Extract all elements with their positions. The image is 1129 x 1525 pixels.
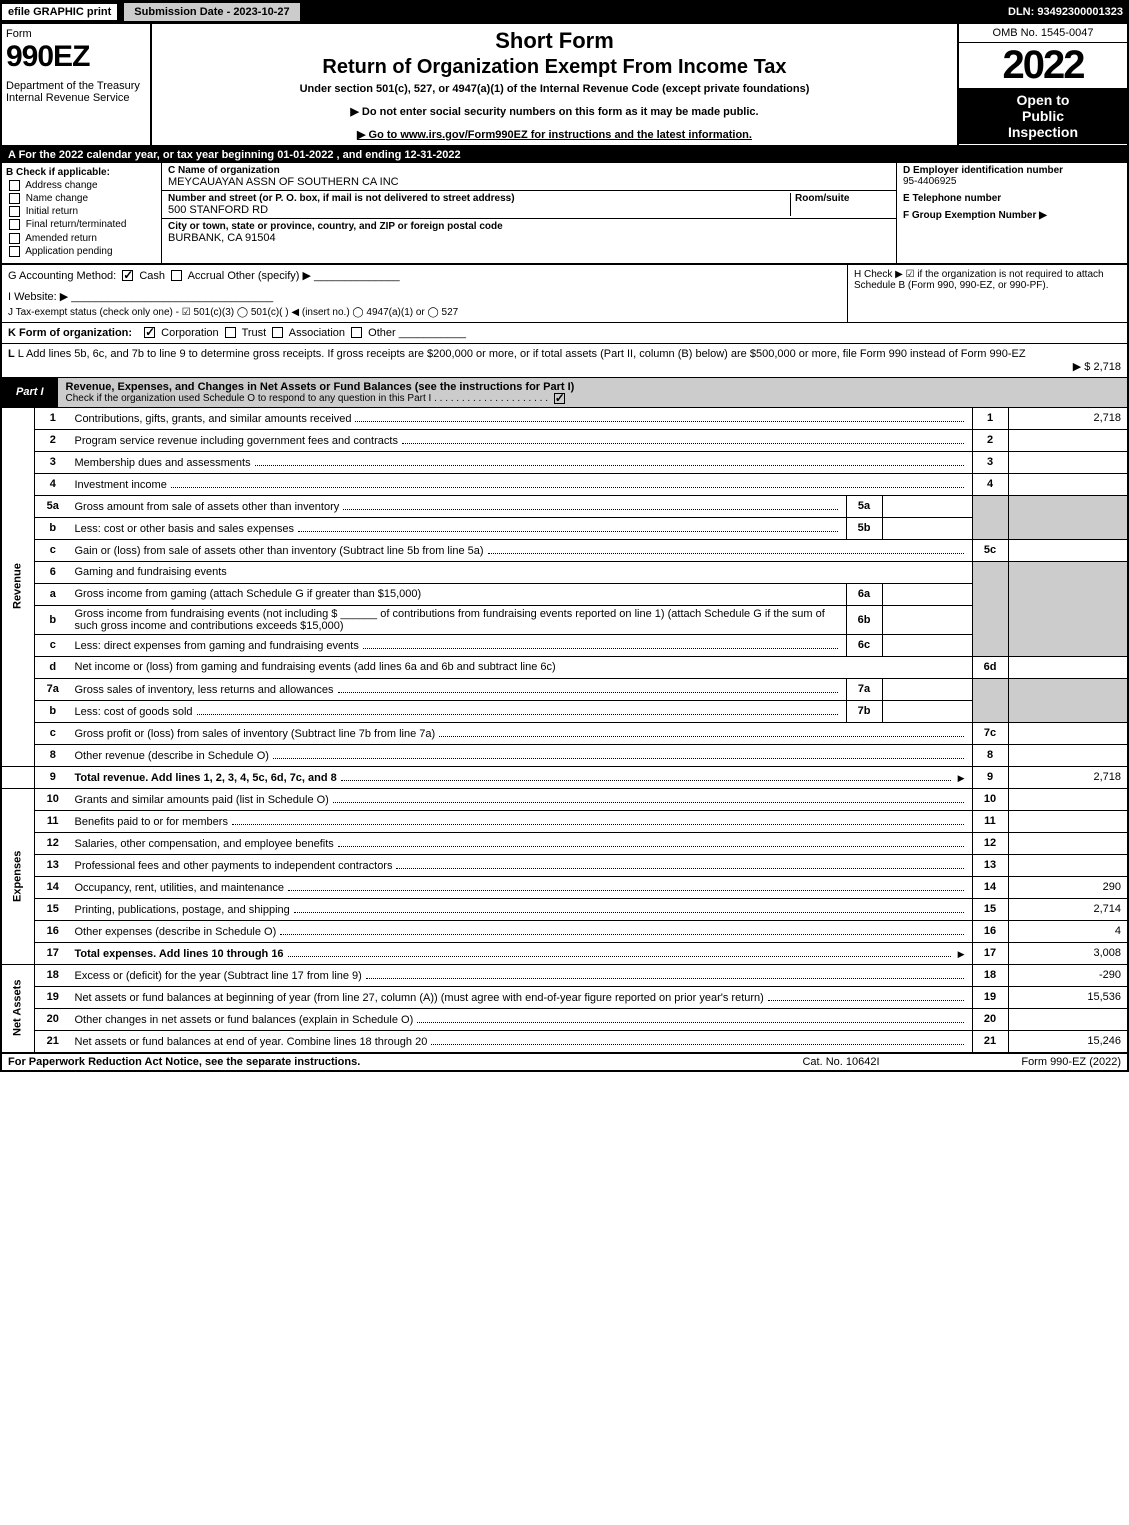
chk-name-change[interactable]: Name change — [6, 193, 157, 204]
val-19: 15,536 — [1008, 986, 1128, 1008]
org-name: MEYCAUAYAN ASSN OF SOUTHERN CA INC — [168, 176, 890, 188]
val-4 — [1008, 473, 1128, 495]
room-label: Room/suite — [795, 193, 890, 204]
chk-other[interactable] — [351, 327, 362, 338]
subtitle: Under section 501(c), 527, or 4947(a)(1)… — [160, 83, 949, 95]
g-label: G Accounting Method: — [8, 270, 116, 282]
title-return: Return of Organization Exempt From Incom… — [160, 56, 949, 79]
footer-form: Form 990-EZ (2022) — [941, 1056, 1121, 1068]
val-15: 2,714 — [1008, 898, 1128, 920]
chk-accrual[interactable] — [171, 270, 182, 281]
department-label: Department of the Treasury Internal Reve… — [6, 80, 146, 104]
header-mid: Short Form Return of Organization Exempt… — [152, 24, 957, 145]
city-label: City or town, state or province, country… — [168, 221, 890, 232]
ein-value: 95-4406925 — [903, 176, 1121, 187]
part1-label: Part I — [2, 383, 58, 401]
chk-schedule-o[interactable] — [554, 393, 565, 404]
val-8 — [1008, 744, 1128, 766]
chk-application-pending[interactable]: Application pending — [6, 246, 157, 257]
val-5c — [1008, 539, 1128, 561]
val-20 — [1008, 1008, 1128, 1030]
footer-left: For Paperwork Reduction Act Notice, see … — [8, 1056, 741, 1068]
col-b-checkboxes: B Check if applicable: Address change Na… — [2, 163, 162, 263]
inspect-line2: Public — [963, 108, 1123, 124]
header-right: OMB No. 1545-0047 2022 Open to Public In… — [957, 24, 1127, 145]
val-10 — [1008, 788, 1128, 810]
sec-k: K Form of organization: Corporation Trus… — [0, 323, 1129, 344]
row-a-calendar-year: A For the 2022 calendar year, or tax yea… — [0, 147, 1129, 163]
top-bar: efile GRAPHIC print Submission Date - 20… — [0, 0, 1129, 24]
part1-header: Part I Revenue, Expenses, and Changes in… — [0, 378, 1129, 407]
col-b-title: B Check if applicable: — [6, 167, 157, 178]
note-link[interactable]: ▶ Go to www.irs.gov/Form990EZ for instru… — [160, 128, 949, 141]
val-7c — [1008, 722, 1128, 744]
inspection-badge: Open to Public Inspection — [959, 88, 1127, 144]
j-text: J Tax-exempt status (check only one) - ☑… — [8, 307, 841, 318]
val-14: 290 — [1008, 876, 1128, 898]
ein-label: D Employer identification number — [903, 165, 1121, 176]
page-footer: For Paperwork Reduction Act Notice, see … — [0, 1053, 1129, 1072]
group-label: F Group Exemption Number ▶ — [903, 210, 1121, 221]
form-header: Form 990EZ Department of the Treasury In… — [0, 24, 1129, 147]
chk-corp[interactable] — [144, 327, 155, 338]
inspect-line1: Open to — [963, 92, 1123, 108]
part1-table: Revenue 1 Contributions, gifts, grants, … — [0, 407, 1129, 1053]
i-label: I Website: ▶ — [8, 291, 68, 303]
l-amount: ▶ $ 2,718 — [8, 360, 1121, 373]
val-18: -290 — [1008, 964, 1128, 986]
g-other: Other (specify) ▶ — [227, 270, 311, 282]
val-9: 2,718 — [1008, 766, 1128, 788]
sec-l: L L Add lines 5b, 6c, and 7b to line 9 t… — [0, 344, 1129, 378]
val-11 — [1008, 810, 1128, 832]
inspect-line3: Inspection — [963, 124, 1123, 140]
chk-cash[interactable] — [122, 270, 133, 281]
chk-final-return[interactable]: Final return/terminated — [6, 219, 157, 230]
tax-year: 2022 — [959, 43, 1127, 88]
vert-net-assets: Net Assets — [1, 964, 35, 1052]
street-label: Number and street (or P. O. box, if mail… — [168, 193, 790, 204]
vert-revenue: Revenue — [1, 407, 35, 766]
footer-cat: Cat. No. 10642I — [741, 1056, 941, 1068]
phone-label: E Telephone number — [903, 193, 1121, 204]
col-c-org-info: C Name of organization MEYCAUAYAN ASSN O… — [162, 163, 897, 263]
form-label: Form — [6, 28, 146, 40]
omb-number: OMB No. 1545-0047 — [959, 24, 1127, 43]
k-label: K Form of organization: — [8, 327, 132, 339]
city-value: BURBANK, CA 91504 — [168, 232, 890, 244]
val-2 — [1008, 429, 1128, 451]
note-ssn: ▶ Do not enter social security numbers o… — [160, 105, 949, 118]
dln: DLN: 93492300001323 — [1008, 6, 1129, 18]
chk-initial-return[interactable]: Initial return — [6, 206, 157, 217]
val-17: 3,008 — [1008, 942, 1128, 964]
chk-trust[interactable] — [225, 327, 236, 338]
val-16: 4 — [1008, 920, 1128, 942]
val-12 — [1008, 832, 1128, 854]
val-3 — [1008, 451, 1128, 473]
chk-address-change[interactable]: Address change — [6, 180, 157, 191]
street-value: 500 STANFORD RD — [168, 204, 790, 216]
val-1: 2,718 — [1008, 407, 1128, 429]
chk-assoc[interactable] — [272, 327, 283, 338]
form-number: 990EZ — [6, 40, 146, 74]
efile-badge[interactable]: efile GRAPHIC print — [0, 2, 119, 22]
title-short-form: Short Form — [160, 28, 949, 54]
val-21: 15,246 — [1008, 1030, 1128, 1052]
val-13 — [1008, 854, 1128, 876]
sec-g-h: G Accounting Method: Cash Accrual Other … — [0, 265, 1129, 323]
chk-amended-return[interactable]: Amended return — [6, 233, 157, 244]
l-text: L Add lines 5b, 6c, and 7b to line 9 to … — [18, 348, 1026, 360]
val-6d — [1008, 656, 1128, 678]
h-text: H Check ▶ ☑ if the organization is not r… — [847, 265, 1127, 322]
org-name-label: C Name of organization — [168, 165, 890, 176]
info-grid: B Check if applicable: Address change Na… — [0, 163, 1129, 265]
vert-expenses: Expenses — [1, 788, 35, 964]
part1-title: Revenue, Expenses, and Changes in Net As… — [58, 378, 1127, 407]
submission-date: Submission Date - 2023-10-27 — [123, 2, 300, 22]
col-d-ids: D Employer identification number 95-4406… — [897, 163, 1127, 263]
header-left: Form 990EZ Department of the Treasury In… — [2, 24, 152, 145]
